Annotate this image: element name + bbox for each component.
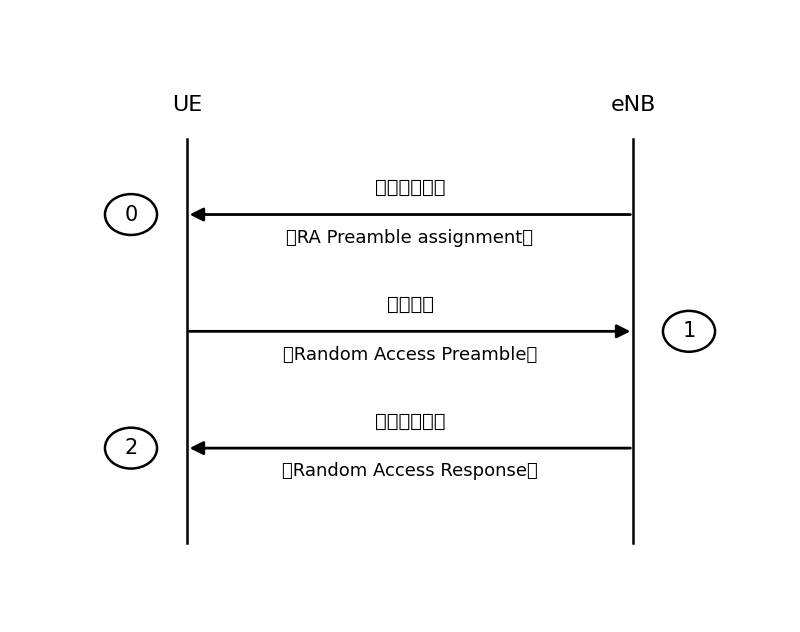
Text: （RA Preamble assignment）: （RA Preamble assignment） (286, 229, 534, 247)
Text: 随机接入响应: 随机接入响应 (374, 412, 446, 431)
Text: （Random Access Preamble）: （Random Access Preamble） (283, 346, 537, 363)
Text: 0: 0 (124, 205, 138, 224)
Text: 随机接入: 随机接入 (386, 295, 434, 314)
Text: 1: 1 (682, 321, 696, 341)
Text: eNB: eNB (610, 95, 656, 115)
Text: （Random Access Response）: （Random Access Response） (282, 463, 538, 480)
Text: 2: 2 (124, 438, 138, 458)
Text: UE: UE (172, 95, 202, 115)
Text: 随机接入注册: 随机接入注册 (374, 178, 446, 197)
